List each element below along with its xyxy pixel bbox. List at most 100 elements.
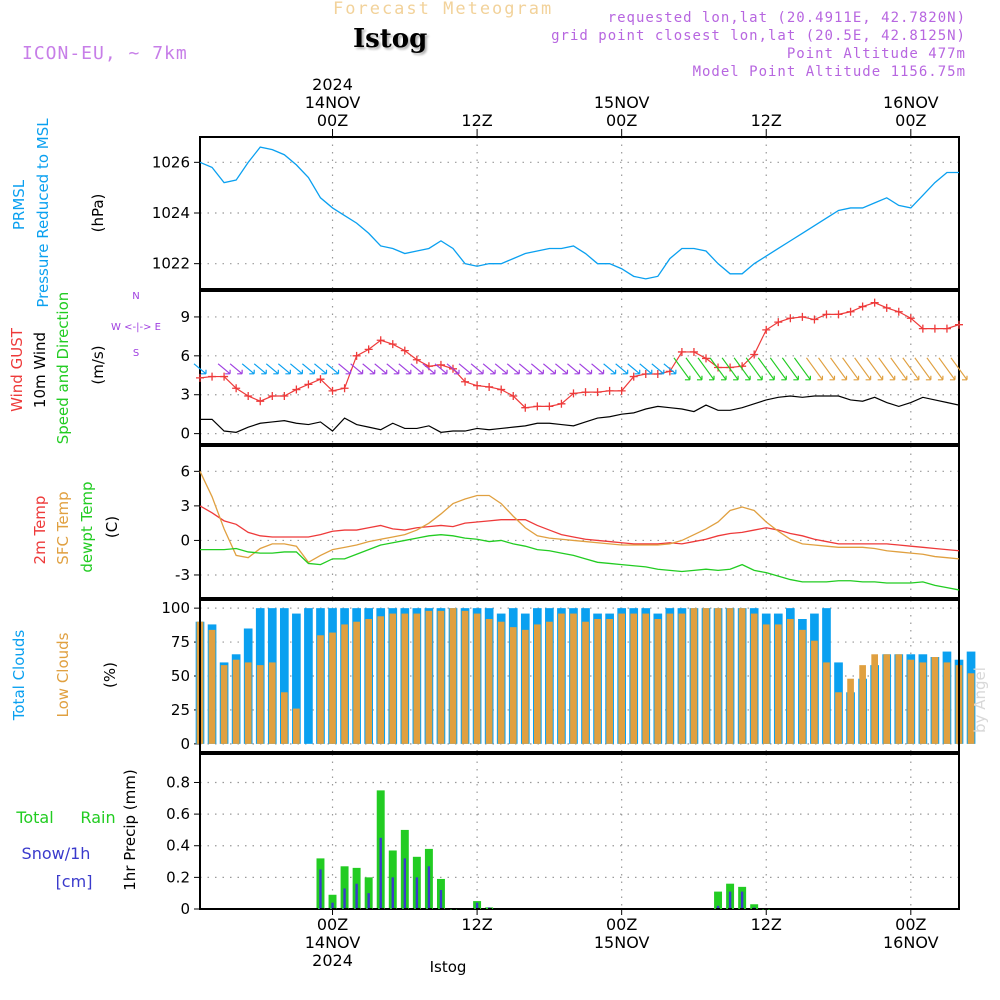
low-cloud-bar (907, 659, 915, 744)
pressure-label-prmsl: PRMSL (10, 179, 28, 230)
wind-gust-marker (629, 372, 638, 381)
low-cloud-bar (931, 657, 939, 744)
wind-direction-arrow (314, 363, 328, 375)
wind-direction-arrow (302, 363, 316, 375)
wind-gust-marker (545, 402, 554, 411)
low-cloud-bar (208, 629, 216, 744)
total-cloud-bar (304, 608, 313, 744)
clouds-unit-label: (%) (101, 662, 119, 688)
top-time-label: 12Z (461, 111, 492, 130)
wind-gust-marker (942, 324, 951, 333)
low-cloud-bar (811, 640, 818, 744)
temp-dewpt-label: dewpt Temp (78, 481, 96, 572)
low-cloud-bar (654, 619, 662, 744)
low-cloud-bar (558, 613, 565, 744)
wind-direction-arrow (555, 363, 569, 375)
low-cloud-bar (546, 621, 553, 744)
meteogram-subtitle: Forecast Meteogram (333, 0, 554, 19)
wind-gust-marker (894, 307, 903, 316)
total-rain-bar (328, 894, 337, 909)
wind-gust-label: Wind GUST (8, 327, 26, 412)
wind-direction-arrow (542, 363, 556, 375)
wind-gust-marker (436, 360, 445, 369)
pressure-y-tick-label: 1022 (152, 255, 190, 273)
low-cloud-bar (425, 610, 433, 744)
wind-direction-arrow (506, 363, 520, 375)
wind-direction-arrow (805, 357, 824, 381)
wind-gust-marker (521, 403, 530, 412)
low-cloud-bar (871, 654, 879, 744)
pressure-panel-frame (199, 136, 960, 290)
wind-direction-arrow (854, 357, 872, 381)
snow-bar (716, 905, 720, 909)
wind-direction-arrow (434, 363, 448, 375)
wind-gust-marker (388, 340, 397, 349)
wind-panel-frame (199, 290, 960, 445)
low-cloud-bar (329, 632, 336, 744)
bottom-time-label: 12Z (751, 915, 782, 934)
wind-direction-arrow (277, 363, 291, 375)
wind-direction-arrow (338, 363, 352, 375)
snow-bar (331, 902, 334, 909)
low-cloud-bar (521, 629, 529, 744)
low-cloud-bar (485, 619, 493, 744)
wind-direction-arrow (685, 357, 703, 381)
wind-gust-marker (774, 318, 783, 327)
wind-gust-marker (412, 355, 421, 364)
wind-gust-marker (677, 347, 686, 356)
low-cloud-bar (690, 608, 698, 744)
top-time-label: 15NOV (594, 93, 650, 112)
wind-gust-marker (509, 392, 518, 401)
pressure-y-tick-label: 1026 (152, 153, 190, 171)
low-cloud-bar (232, 659, 240, 744)
wind-gust-marker (268, 392, 277, 401)
snow-bar (475, 902, 479, 909)
temp-2m-label: 2m Temp (31, 496, 49, 565)
wind-direction-arrow (446, 363, 460, 375)
wind-direction-arrow (482, 363, 496, 375)
wind-direction-arrow (950, 357, 968, 381)
compass-south: S (133, 348, 139, 359)
wind-direction-arrow (591, 363, 605, 375)
wind-direction-arrow (530, 363, 544, 375)
wind-direction-arrow (470, 363, 484, 375)
precip-y-tick-label: 0.8 (166, 773, 190, 791)
wind-gust-marker (955, 320, 963, 329)
wind-direction-arrow (518, 363, 532, 375)
wind-direction-arrow (663, 363, 677, 375)
low-cloud-bar (678, 613, 686, 744)
low-cloud-bar (317, 635, 324, 744)
low-cloud-bar (293, 708, 300, 744)
low-cloud-bar (437, 610, 445, 744)
temperature-y-tick-label: 6 (180, 462, 190, 480)
wind-gust-marker (714, 363, 723, 372)
low-cloud-bar (762, 624, 770, 744)
wind-gust-marker (834, 310, 843, 319)
bottom-time-label: 2024 (312, 951, 353, 970)
precip-y-tick-label: 0.6 (166, 805, 190, 823)
wind-direction-arrow (567, 363, 581, 375)
wind-gust-marker (930, 324, 939, 333)
low-cloud-bar (606, 619, 613, 744)
top-time-label: 12Z (751, 111, 782, 130)
wind-direction-arrow (265, 363, 279, 375)
snow-bar (728, 891, 732, 909)
wind-gust-marker (400, 346, 409, 355)
wind-direction-arrow (938, 357, 956, 381)
low-cloud-bar (883, 654, 891, 744)
wind-speed-line (200, 395, 960, 433)
low-cloud-bar (389, 613, 397, 744)
low-cloud-bar (859, 665, 866, 744)
top-time-label: 00Z (317, 111, 348, 130)
low-cloud-bar (377, 616, 385, 744)
wind-direction-arrow (902, 357, 920, 381)
low-cloud-bar (714, 608, 722, 744)
wind-gust-marker (328, 386, 337, 395)
pressure-line (199, 146, 959, 280)
wind-direction-arrow (350, 363, 364, 375)
wind-direction-arrow (866, 357, 884, 381)
wind-gust-marker (473, 381, 482, 390)
wind-direction-arrow (709, 357, 727, 381)
wind-gust-marker (244, 392, 253, 401)
low-cloud-bar (726, 608, 734, 744)
